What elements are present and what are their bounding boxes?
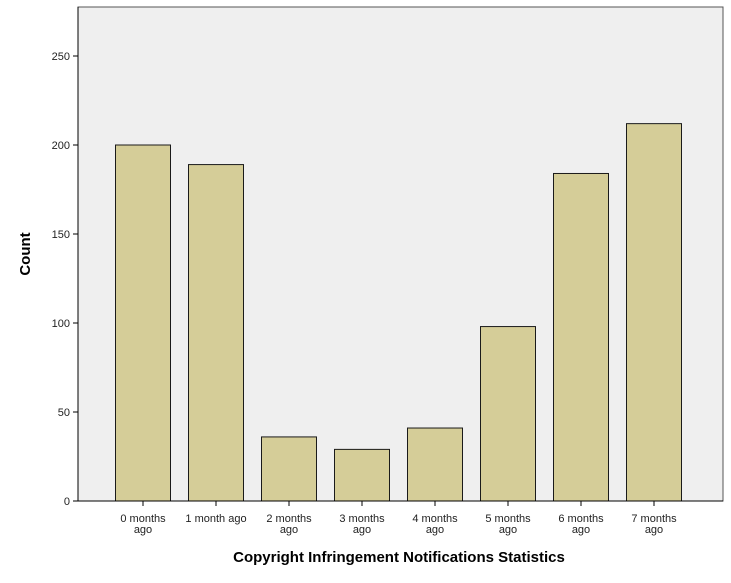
- x-axis: 0 months ago 1 month ago 2 months ago 3 month…: [78, 500, 723, 536]
- x-axis-title: Copyright Infringement Notifications Sta…: [233, 549, 565, 566]
- y-tick-label: 200: [52, 140, 70, 152]
- y-tick-label: 250: [52, 51, 70, 63]
- bars: [115, 123, 682, 502]
- bar: [188, 164, 244, 502]
- x-tick-label: 4 months ago: [412, 513, 458, 536]
- x-tick-label: 1 month ago: [185, 513, 246, 525]
- y-tick-label: 0: [64, 496, 70, 508]
- bar: [553, 172, 609, 502]
- bar: [115, 144, 171, 502]
- y-tick-label: 50: [58, 407, 70, 419]
- x-tick-label: 0 months ago: [120, 513, 166, 536]
- x-tick-label: 2 months ago: [266, 513, 312, 536]
- bar: [261, 436, 317, 502]
- plot-area: [77, 6, 724, 502]
- bar: [626, 123, 682, 502]
- x-tick-label: 3 months ago: [339, 513, 385, 536]
- x-tick-label: 7 months ago: [631, 513, 677, 536]
- bar: [407, 427, 463, 502]
- x-tick-label: 6 months ago: [558, 513, 604, 536]
- y-axis-title: Count: [17, 232, 34, 275]
- bar: [480, 326, 536, 502]
- y-axis: 0 50 100 150 200 250: [52, 7, 79, 508]
- bar: [334, 448, 390, 502]
- x-tick-label: 5 months ago: [485, 513, 531, 536]
- y-tick-label: 100: [52, 318, 70, 330]
- y-tick-label: 150: [52, 229, 70, 241]
